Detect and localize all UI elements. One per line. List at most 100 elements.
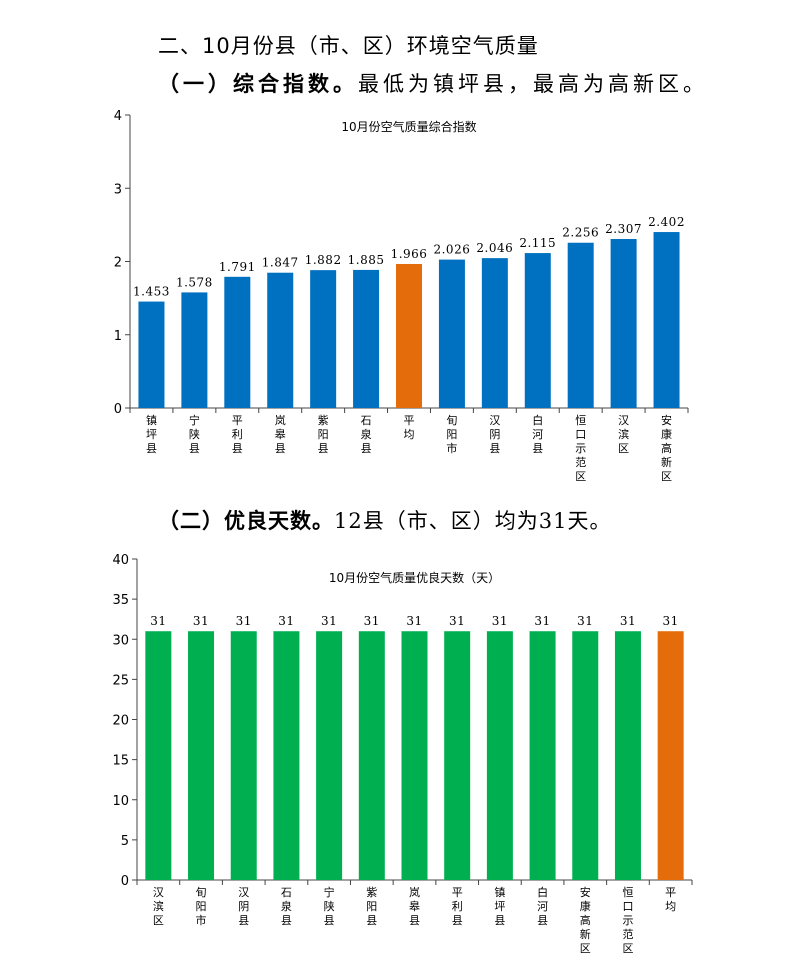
- x-category-label: 旬阳市: [446, 414, 457, 455]
- bar: [614, 631, 641, 880]
- data-label: 1.882: [305, 253, 342, 267]
- bar: [181, 292, 208, 408]
- data-label: 31: [193, 614, 209, 628]
- x-category-label: 白河县: [532, 413, 543, 455]
- bar: [353, 269, 380, 408]
- data-label: 31: [663, 614, 679, 628]
- x-category-label: 恒口示范区: [622, 886, 633, 955]
- y-tick-label: 2: [114, 256, 122, 271]
- x-category-label: 宁陕县: [189, 413, 200, 455]
- data-label: 31: [364, 614, 380, 628]
- x-category-label: 恒口示范区: [575, 414, 586, 483]
- x-category-label: 安康高新区: [661, 413, 672, 483]
- y-tick-label: 40: [112, 553, 129, 568]
- data-label: 31: [278, 614, 294, 628]
- data-label: 2.402: [648, 215, 685, 229]
- bar: [396, 263, 422, 408]
- data-label: 1.966: [391, 247, 428, 261]
- chart-title: 10月份空气质量优良天数（天）: [329, 570, 500, 585]
- data-label: 2.046: [476, 241, 513, 255]
- bar: [524, 253, 551, 408]
- bar: [572, 631, 599, 880]
- x-category-label: 汉滨区: [153, 886, 164, 927]
- data-label: 31: [449, 614, 465, 628]
- data-label: 31: [534, 614, 550, 628]
- x-category-label: 岚皋县: [275, 414, 286, 455]
- y-tick-label: 0: [121, 874, 129, 889]
- bar: [529, 631, 556, 880]
- x-category-label: 安康高新区: [580, 885, 591, 955]
- composite-index-lead: （一）综合指数。: [158, 72, 358, 96]
- data-label: 1.578: [176, 275, 213, 289]
- x-category-label: 石泉县: [361, 414, 372, 455]
- bar: [486, 631, 513, 880]
- x-category-label: 汉阴县: [489, 414, 500, 455]
- bar: [138, 301, 165, 408]
- composite-index-paragraph: （一）综合指数。最低为镇坪县，最高为高新区。: [158, 68, 708, 98]
- bar: [310, 270, 337, 408]
- data-label: 2.307: [605, 222, 642, 236]
- bar: [316, 631, 343, 880]
- data-label: 31: [577, 614, 593, 628]
- y-tick-label: 35: [112, 593, 129, 608]
- composite-index-text: 最低为镇坪县，最高为高新区。: [358, 72, 708, 96]
- data-label: 31: [321, 614, 337, 628]
- bar: [273, 631, 300, 880]
- data-label: 1.847: [262, 256, 299, 270]
- data-label: 2.115: [519, 236, 556, 250]
- y-tick-label: 3: [114, 182, 122, 197]
- section-heading: 二、10月份县（市、区）环境空气质量: [158, 34, 539, 58]
- x-category-label: 岚皋县: [409, 886, 420, 927]
- data-label: 2.026: [433, 243, 470, 257]
- x-category-label: 平利县: [232, 414, 243, 455]
- bar: [188, 631, 215, 880]
- x-category-label: 平均: [404, 414, 415, 441]
- y-tick-label: 5: [121, 834, 129, 849]
- good-days-paragraph: （二）优良天数。12县（市、区）均为31天。: [158, 505, 611, 535]
- x-category-label: 石泉县: [281, 886, 292, 927]
- composite-index-chart: 10月份空气质量综合指数 0 1 2 3 4 1.453 镇坪县 1.578 宁陕县 1.791 平利…: [114, 109, 689, 483]
- y-tick-label: 25: [112, 673, 129, 688]
- good-days-lead: （二）优良天数。: [158, 509, 334, 533]
- bar: [145, 631, 172, 880]
- y-tick-label: 0: [114, 402, 122, 417]
- x-category-label: 镇坪县: [146, 413, 157, 455]
- bar: [267, 272, 294, 408]
- bar: [657, 631, 684, 880]
- x-category-label: 平均: [665, 886, 676, 913]
- x-category-label: 白河县: [537, 885, 548, 927]
- data-label: 1.885: [348, 253, 385, 267]
- x-category-label: 旬阳市: [196, 886, 207, 927]
- bar: [567, 242, 594, 408]
- bar: [444, 631, 471, 880]
- bar: [224, 276, 251, 408]
- data-label: 2.256: [562, 226, 599, 240]
- good-days-text: 12县（市、区）均为31天。: [334, 509, 612, 533]
- y-tick-label: 10: [112, 794, 129, 809]
- data-label: 31: [150, 614, 166, 628]
- x-category-label: 紫阳县: [366, 886, 377, 927]
- x-category-label: 宁陕县: [324, 885, 335, 927]
- data-label: 1.453: [133, 285, 170, 299]
- y-tick-label: 20: [112, 714, 129, 729]
- y-tick-label: 30: [112, 633, 129, 648]
- bar: [401, 631, 428, 880]
- x-category-label: 汉阴县: [238, 886, 249, 927]
- data-label: 31: [492, 614, 508, 628]
- data-label: 31: [406, 614, 422, 628]
- chart-title: 10月份空气质量综合指数: [341, 119, 476, 134]
- bar: [653, 232, 680, 408]
- bar: [358, 631, 385, 880]
- bar: [438, 259, 465, 408]
- data-label: 31: [620, 614, 636, 628]
- bar: [610, 239, 637, 408]
- y-tick-label: 15: [112, 754, 129, 769]
- y-tick-label: 1: [114, 329, 122, 344]
- x-category-label: 镇坪县: [494, 885, 505, 927]
- bar: [481, 258, 508, 408]
- y-tick-label: 4: [114, 109, 122, 124]
- data-label: 31: [236, 614, 252, 628]
- x-category-label: 汉滨区: [618, 414, 629, 455]
- x-category-label: 紫阳县: [318, 414, 329, 455]
